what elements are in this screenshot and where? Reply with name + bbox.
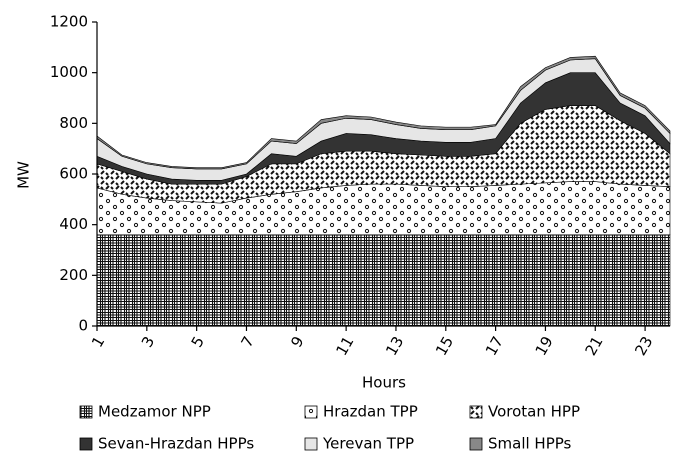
legend-label: Sevan-Hrazdan HPPs [98, 435, 254, 453]
legend-label: Medzamor NPP [98, 403, 211, 421]
x-tick-label: 21 [581, 333, 606, 359]
y-tick-label: 800 [59, 114, 88, 132]
y-tick-label: 400 [59, 215, 88, 233]
legend-swatch [304, 437, 318, 451]
x-tick-label: 17 [482, 333, 507, 359]
legend-swatch [469, 437, 483, 451]
legend-swatch [304, 405, 318, 419]
legend-swatch [469, 405, 483, 419]
x-tick-label: 13 [382, 333, 407, 359]
x-tick-label: 1 [88, 333, 108, 350]
legend-swatch [79, 405, 93, 419]
legend-label: Yerevan TPP [322, 435, 414, 453]
y-tick-label: 1200 [50, 13, 88, 31]
x-tick-label: 11 [332, 333, 357, 359]
legend-label: Small HPPs [488, 435, 572, 453]
x-tick-label: 15 [432, 333, 457, 359]
x-tick-label: 5 [188, 333, 208, 350]
y-tick-label: 0 [78, 317, 88, 335]
y-tick-label: 200 [59, 266, 88, 284]
x-tick-label: 9 [287, 333, 307, 350]
x-tick-label: 3 [138, 333, 158, 350]
y-tick-label: 1000 [50, 63, 88, 81]
legend-swatch [79, 437, 93, 451]
x-tick-label: 7 [237, 333, 257, 350]
y-tick-label: 600 [59, 165, 88, 183]
x-tick-label: 19 [532, 333, 557, 359]
area [96, 234, 671, 327]
x-tick-label: 23 [631, 333, 656, 359]
area [96, 55, 671, 170]
y-axis-label: MW [15, 161, 33, 189]
legend-label: Hrazdan TPP [323, 403, 418, 421]
x-axis-label: Hours [362, 374, 406, 392]
legend-label: Vorotan HPP [488, 403, 580, 421]
